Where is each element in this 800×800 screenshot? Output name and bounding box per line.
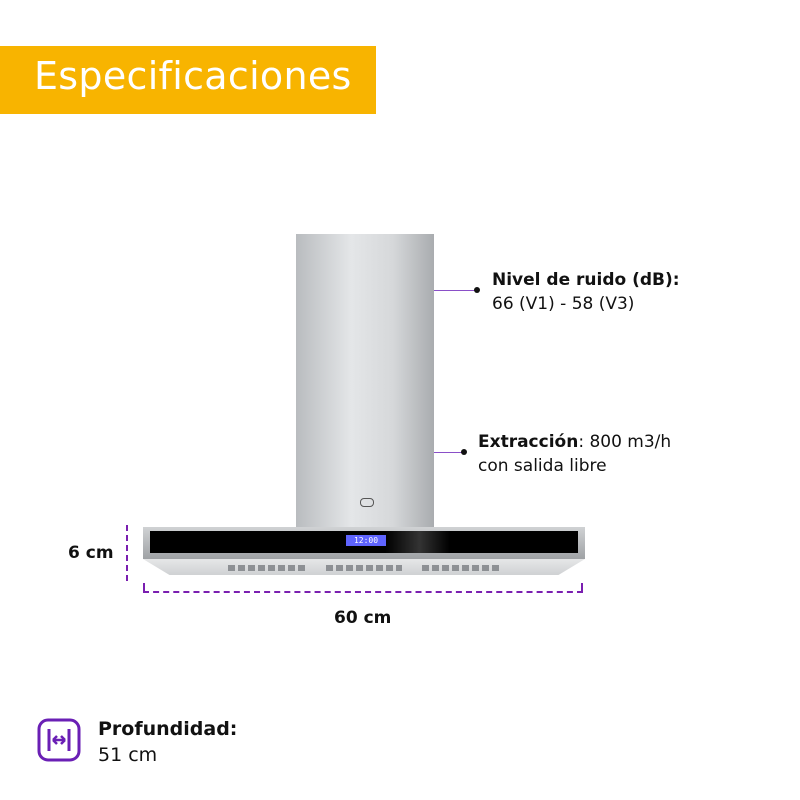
filter-vent: [228, 565, 308, 571]
height-dimension-line: [126, 525, 132, 581]
width-dimension-line: [143, 583, 583, 593]
height-label: 6 cm: [68, 543, 114, 563]
spec-extraction: Extracción: 800 m3/h con salida libre: [478, 430, 671, 478]
title-banner: Especificaciones: [0, 46, 376, 114]
callout-line: [434, 290, 476, 291]
spec-value: : 800 m3/h: [578, 432, 672, 452]
depth-value: 51 cm: [98, 744, 158, 766]
callout-dot: [461, 449, 467, 455]
depth-label: Profundidad:: [98, 718, 238, 740]
filter-vent: [422, 565, 502, 571]
spec-label: Extracción: [478, 432, 579, 452]
hood-display: 12:00: [346, 535, 386, 546]
filter-vent: [326, 565, 402, 571]
spec-label: Nivel de ruido (dB):: [492, 270, 680, 290]
spec-value: 66 (V1) - 58 (V3): [492, 294, 635, 314]
spec-value: con salida libre: [478, 456, 607, 476]
width-label: 60 cm: [334, 608, 392, 628]
hood-chimney: [296, 234, 434, 529]
width-arrows-icon: [37, 718, 81, 762]
brand-logo: [360, 498, 374, 507]
callout-line: [434, 452, 464, 453]
spec-noise: Nivel de ruido (dB): 66 (V1) - 58 (V3): [492, 268, 680, 316]
depth-spec: Profundidad: 51 cm: [98, 716, 237, 768]
page-title: Especificaciones: [34, 54, 352, 98]
callout-dot: [474, 287, 480, 293]
